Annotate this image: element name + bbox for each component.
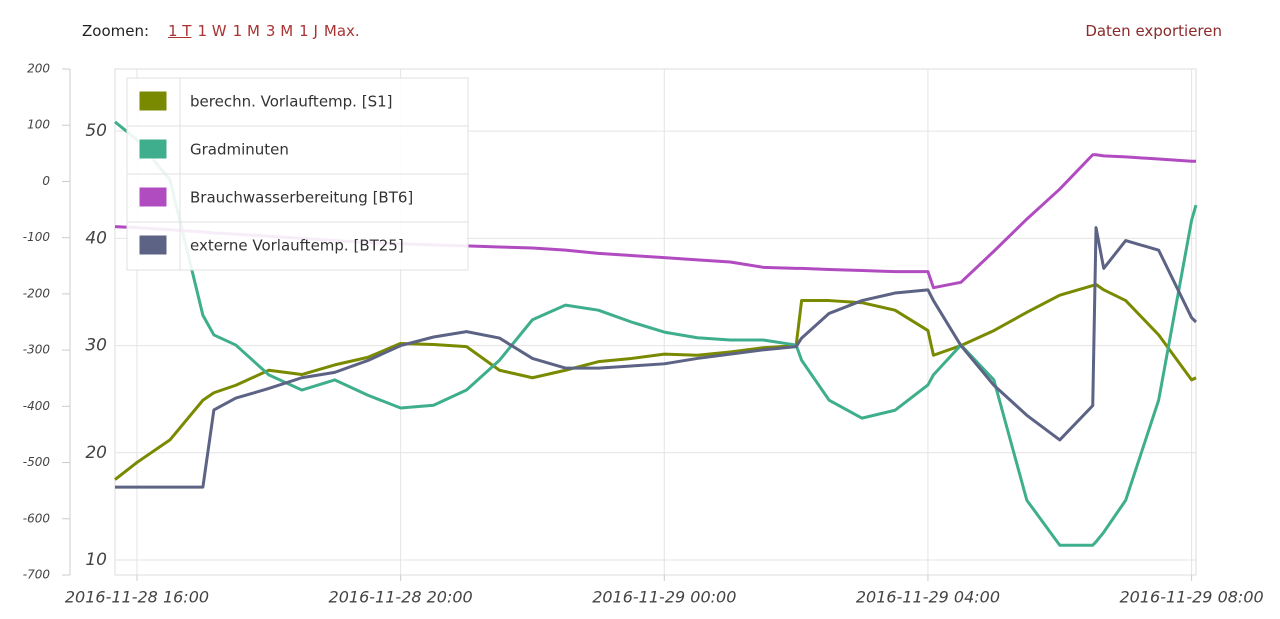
legend-label: berechn. Vorlauftemp. [S1] [190, 93, 393, 111]
y2-tick-label: -200 [23, 286, 51, 300]
legend-label: Gradminuten [190, 141, 289, 159]
y2-tick-label: 0 [42, 174, 50, 188]
zoom-option[interactable]: 1 W [197, 22, 227, 40]
y2-tick-label: -500 [23, 455, 51, 469]
series-line [115, 226, 1198, 489]
legend-label: externe Vorlauftemp. [BT25] [190, 237, 404, 255]
y2-tick-label: -600 [23, 511, 51, 525]
x-tick-label: 2016-11-28 16:00 [65, 588, 209, 607]
toolbar: Zoomen: 1 T 1 W 1 M 3 M 1 J Max. Daten export… [0, 0, 1280, 60]
x-tick-label: 2016-11-29 08:00 [1120, 588, 1264, 607]
legend-label: Brauchwasserbereitung [BT6] [190, 189, 413, 207]
legend-swatch [138, 138, 168, 160]
y2-tick-label: -100 [23, 230, 51, 244]
legend-swatch [138, 90, 168, 112]
y2-tick-label: -400 [23, 399, 51, 413]
x-tick-label: 2016-11-29 04:00 [856, 588, 1000, 607]
legend-swatch [138, 186, 168, 208]
y2-tick-label: -700 [23, 568, 51, 582]
y-tick-label: 20 [85, 443, 107, 463]
zoom-option[interactable]: 1 T [168, 22, 192, 40]
x-tick-label: 2016-11-28 20:00 [329, 588, 473, 607]
legend: berechn. Vorlauftemp. [S1] Gradminuten Bra… [126, 77, 469, 271]
zoom-option[interactable]: 1 M [232, 22, 260, 40]
y-tick-label: 10 [85, 550, 107, 570]
zoom-option[interactable]: 1 J [299, 22, 318, 40]
x-tick-label: 2016-11-29 00:00 [592, 588, 736, 607]
zoom-option[interactable]: Max. [323, 22, 360, 40]
y2-tick-label: -300 [23, 343, 51, 357]
y-tick-label: 40 [85, 228, 107, 248]
y2-tick-label: 200 [27, 62, 50, 76]
zoom-options: 1 T 1 W 1 M 3 M 1 J Max. [168, 22, 366, 40]
zoom-label: Zoomen: [82, 22, 150, 40]
y-tick-label: 50 [85, 121, 107, 141]
zoom-option[interactable]: 3 M [265, 22, 294, 40]
y-tick-label: 30 [85, 336, 107, 356]
export-link[interactable]: Daten exportieren [1085, 22, 1222, 40]
y2-tick-label: 100 [27, 118, 50, 132]
series-line [114, 282, 1197, 481]
legend-swatch [138, 234, 168, 256]
